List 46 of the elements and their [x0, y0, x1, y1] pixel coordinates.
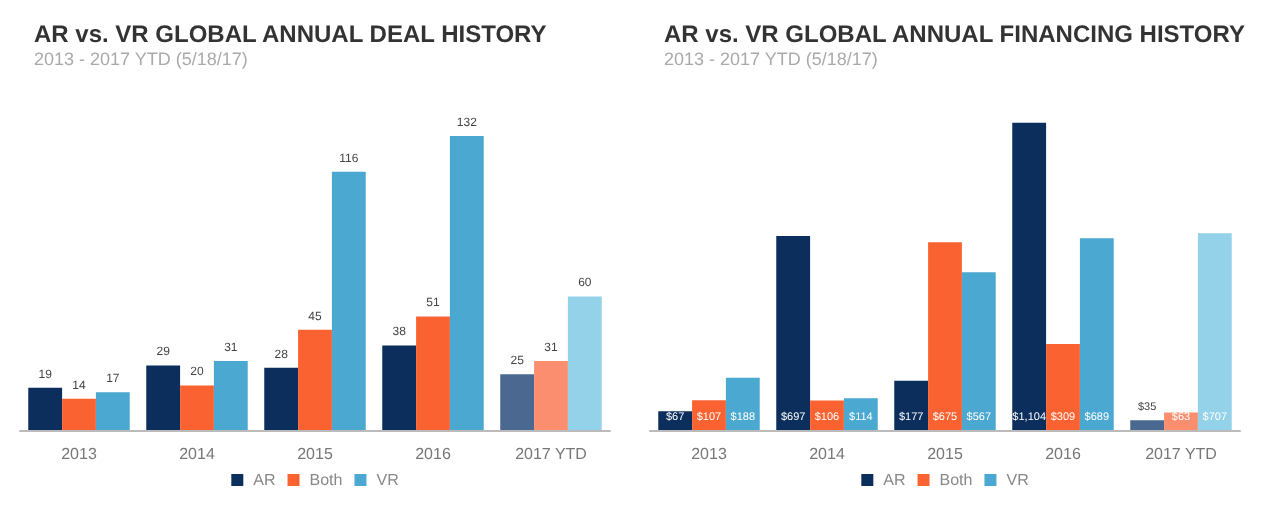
legend-label: VR [1006, 471, 1030, 489]
bar [1046, 344, 1080, 430]
bar [534, 360, 568, 430]
bar [213, 360, 248, 430]
x-tick-label: 2014 [809, 445, 846, 463]
bar [567, 296, 602, 430]
bar [146, 365, 181, 430]
bar [961, 272, 996, 430]
bar [180, 385, 214, 430]
bar [264, 367, 299, 430]
bar [843, 398, 878, 430]
x-tick-label: 2015 [297, 445, 334, 463]
x-tick-label: 2016 [1045, 445, 1082, 463]
bar [500, 374, 535, 430]
x-tick-label: 2017 YTD [1145, 445, 1218, 463]
x-tick-label: 2017 YTD [515, 445, 588, 463]
bar [28, 387, 63, 430]
bar [928, 242, 962, 430]
chart-title: AR vs. VR GLOBAL ANNUAL DEAL HISTORY [34, 20, 547, 48]
bar [62, 398, 96, 430]
bar [416, 316, 450, 430]
bar [776, 236, 811, 430]
legend-label: VR [376, 471, 400, 489]
x-tick-label: 2015 [927, 445, 964, 463]
bar [1012, 122, 1047, 430]
bar [725, 377, 760, 430]
bar [894, 380, 929, 430]
x-tick-label: 2016 [415, 445, 452, 463]
bar [382, 345, 417, 430]
bar [1197, 233, 1232, 430]
x-tick-label: 2013 [61, 445, 98, 463]
bar [298, 329, 332, 430]
bar [1079, 238, 1114, 430]
chart-title: AR vs. VR GLOBAL ANNUAL FINANCING HISTORY [664, 20, 1245, 48]
bar [449, 136, 484, 430]
legend-label: AR [883, 471, 906, 489]
bar [1130, 420, 1165, 430]
legend-label: Both [309, 471, 343, 489]
legend-label: Both [939, 471, 973, 489]
chart-subtitle: 2013 - 2017 YTD (5/18/17) [664, 49, 878, 69]
bar [95, 392, 130, 430]
x-tick-label: 2014 [179, 445, 216, 463]
bar [331, 171, 366, 430]
legend-label: AR [253, 471, 276, 489]
x-tick-label: 2013 [691, 445, 728, 463]
chart-subtitle: 2013 - 2017 YTD (5/18/17) [34, 49, 248, 69]
